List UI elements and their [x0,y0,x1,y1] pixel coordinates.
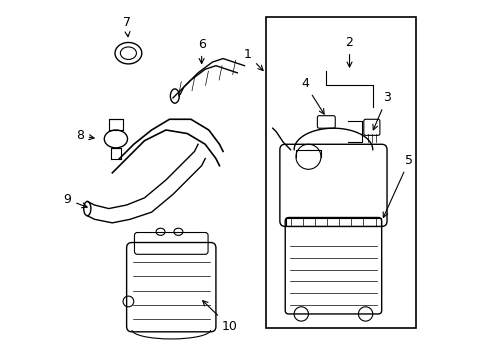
Text: 4: 4 [300,77,324,114]
Text: 8: 8 [76,129,94,142]
Text: 3: 3 [372,91,390,130]
Bar [285,217,380,226]
Text: 1: 1 [244,48,263,71]
Bar [265,18,415,328]
Text: 9: 9 [63,193,87,208]
Text: 6: 6 [197,38,205,63]
Text: 2: 2 [345,36,353,67]
Text: 7: 7 [122,16,130,37]
Text: 5: 5 [382,154,412,217]
Text: 10: 10 [203,301,237,333]
